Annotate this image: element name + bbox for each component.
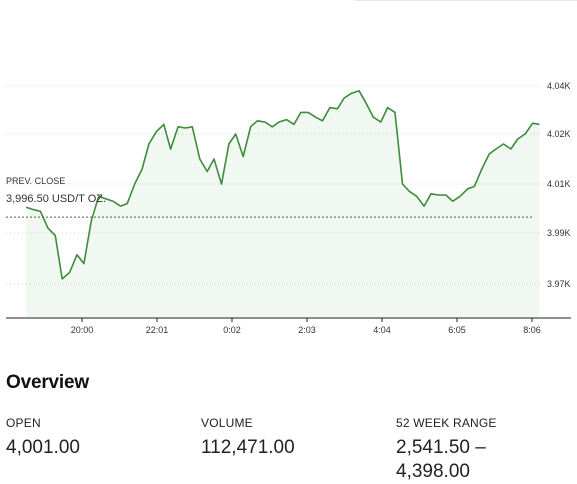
top-border bbox=[355, 0, 577, 1]
stat-volume: VOLUME 112,471.00 bbox=[201, 416, 295, 460]
x-tick-label: 8:06 bbox=[523, 325, 541, 335]
y-tick-label: 3.99K bbox=[547, 228, 571, 238]
x-tick-label: 2:03 bbox=[298, 325, 316, 335]
x-tick-label: 0:02 bbox=[223, 325, 241, 335]
stat-volume-label: VOLUME bbox=[201, 416, 253, 430]
y-tick-label: 4.04K bbox=[547, 81, 571, 91]
stat-open: OPEN 4,001.00 bbox=[6, 416, 80, 460]
y-tick-label: 3.97K bbox=[547, 279, 571, 289]
y-tick-label: 4.02K bbox=[547, 129, 571, 139]
stat-52-week-range-value: 2,541.50 – 4,398.00 bbox=[396, 437, 486, 482]
stat-52-week-range: 52 WEEK RANGE 2,541.50 – 4,398.00 bbox=[396, 416, 516, 484]
x-tick-label: 22:01 bbox=[146, 325, 169, 335]
series-line bbox=[25, 90, 540, 280]
stat-volume-value: 112,471.00 bbox=[201, 437, 295, 458]
x-tick-label: 4:04 bbox=[373, 325, 391, 335]
x-tick-label: 20:00 bbox=[71, 325, 94, 335]
prev-close-label: PREV. CLOSE bbox=[6, 176, 65, 186]
x-tick-label: 6:05 bbox=[448, 325, 466, 335]
stat-open-value: 4,001.00 bbox=[6, 437, 80, 458]
stat-open-label: OPEN bbox=[6, 416, 41, 430]
series-area bbox=[26, 90, 540, 318]
stat-52-week-range-label: 52 WEEK RANGE bbox=[396, 416, 497, 430]
prev-close-value: 3,996.50 USD/T OZ. bbox=[6, 193, 106, 205]
y-tick-label: 4.01K bbox=[547, 179, 571, 189]
overview-title: Overview bbox=[6, 372, 89, 393]
price-chart[interactable]: PREV. CLOSE 3,996.50 USD/T OZ. 4.04K 4.02K 4… bbox=[0, 0, 577, 345]
